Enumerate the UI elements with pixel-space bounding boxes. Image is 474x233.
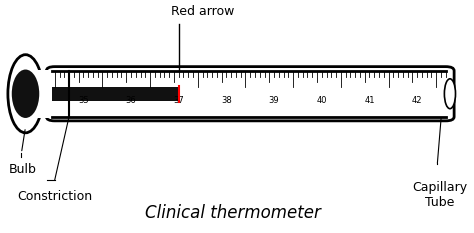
Text: 41: 41 — [364, 96, 375, 105]
Text: 35: 35 — [78, 96, 89, 105]
Text: 40: 40 — [317, 96, 327, 105]
Ellipse shape — [8, 55, 43, 133]
Text: Bulb: Bulb — [9, 163, 36, 176]
Text: Capillary
Tube: Capillary Tube — [412, 181, 467, 209]
Bar — [26, 70, 59, 118]
Text: 38: 38 — [221, 96, 232, 105]
Ellipse shape — [12, 69, 39, 118]
Text: 42: 42 — [412, 96, 422, 105]
Text: 36: 36 — [126, 96, 137, 105]
FancyBboxPatch shape — [46, 67, 454, 121]
Text: Clinical thermometer: Clinical thermometer — [146, 204, 321, 223]
Bar — [53, 87, 179, 101]
Text: 37: 37 — [173, 96, 184, 105]
Text: Constriction: Constriction — [17, 190, 92, 203]
Text: Red arrow: Red arrow — [172, 5, 235, 18]
Text: 39: 39 — [269, 96, 279, 105]
Ellipse shape — [445, 79, 456, 109]
